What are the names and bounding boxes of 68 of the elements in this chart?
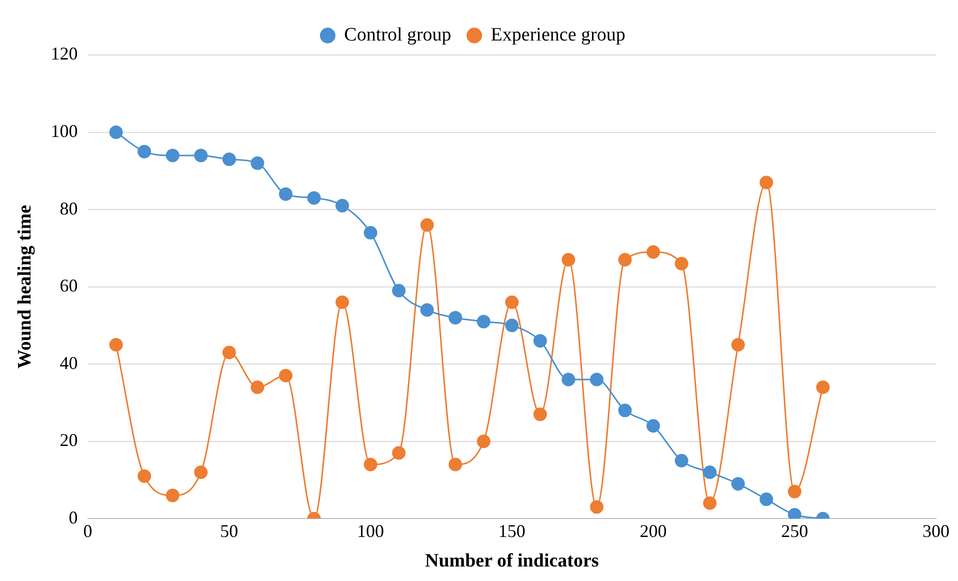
- point: [109, 126, 123, 140]
- point: [307, 191, 321, 205]
- point: [760, 492, 774, 506]
- point: [760, 176, 774, 190]
- point: [731, 477, 745, 491]
- point: [278, 187, 292, 201]
- x-tick-label: 250: [781, 521, 808, 542]
- point: [646, 245, 660, 259]
- legend-label: Experience group: [490, 24, 626, 46]
- x-tick-label: 100: [357, 521, 384, 542]
- point: [618, 404, 632, 418]
- y-tick-label: 80: [60, 198, 78, 218]
- point: [194, 148, 208, 162]
- x-tick-label: 50: [220, 521, 238, 542]
- point: [590, 372, 604, 386]
- y-tick-label: 40: [60, 352, 78, 373]
- y-tick-label: 0: [68, 507, 78, 528]
- point: [703, 465, 717, 479]
- point: [476, 434, 490, 448]
- y-tick-label: 60: [60, 276, 78, 296]
- point: [448, 310, 462, 324]
- point: [336, 296, 350, 310]
- point: [250, 380, 264, 394]
- point: [166, 148, 180, 162]
- point: [420, 303, 434, 317]
- point: [646, 419, 660, 433]
- point: [476, 314, 490, 328]
- point: [674, 256, 688, 270]
- point: [278, 368, 292, 382]
- point: [618, 253, 632, 267]
- point: [364, 458, 378, 472]
- point: [364, 226, 378, 240]
- y-tick-label: 100: [50, 121, 78, 141]
- x-tick-label: 0: [83, 521, 92, 542]
- point: [533, 334, 547, 348]
- point: [392, 446, 406, 460]
- point: [194, 465, 208, 479]
- x-tick-label: 150: [498, 521, 526, 542]
- point: [562, 253, 576, 267]
- legend-label: Control group: [344, 24, 452, 46]
- point: [590, 500, 604, 514]
- point: [533, 408, 547, 422]
- point: [166, 488, 180, 502]
- point: [448, 458, 462, 472]
- x-tick-label: 300: [922, 521, 950, 542]
- point: [505, 296, 519, 310]
- point: [336, 198, 350, 212]
- point: [788, 484, 802, 498]
- point: [222, 152, 236, 166]
- point: [674, 454, 688, 468]
- point: [392, 284, 406, 298]
- point: [138, 469, 152, 483]
- point: [731, 338, 745, 352]
- y-tick-label: 20: [60, 430, 78, 450]
- point: [703, 496, 717, 510]
- point: [562, 372, 576, 386]
- point: [505, 318, 519, 332]
- x-tick-label: 200: [640, 521, 667, 542]
- point: [816, 380, 830, 394]
- y-tick-label: 120: [50, 44, 78, 64]
- point: [420, 218, 434, 232]
- point: [109, 338, 123, 352]
- point: [222, 346, 236, 360]
- y-axis-title: Wound healing time: [14, 204, 36, 369]
- point: [250, 156, 264, 170]
- point: [788, 508, 802, 519]
- point: [138, 144, 152, 158]
- x-axis-title: Number of indicators: [424, 550, 599, 572]
